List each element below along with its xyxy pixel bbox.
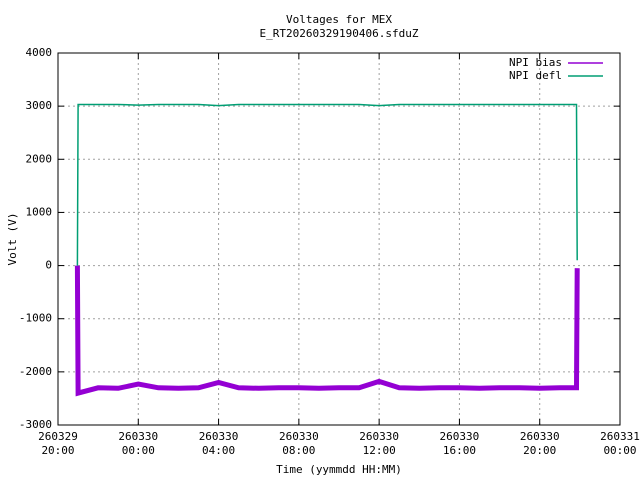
x-tick-label: 260330 16:00 <box>439 430 480 457</box>
series-line <box>74 265 580 397</box>
x-tick-label: 260331 00:00 <box>600 430 640 457</box>
y-tick-label: -2000 <box>19 365 52 378</box>
y-tick-label: 2000 <box>26 152 53 165</box>
y-axis-label: Volt (V) <box>6 213 19 266</box>
x-tick-label: 260330 20:00 <box>519 430 560 457</box>
y-tick-label: 4000 <box>26 46 53 59</box>
plot-frame <box>57 52 621 426</box>
chart-title: Voltages for MEX <box>286 13 392 26</box>
y-tick-label: 1000 <box>26 205 53 218</box>
y-tick-label: 0 <box>45 259 52 272</box>
legend-label: NPI defl <box>509 69 562 82</box>
chart-subtitle: E_RT20260329190406.sfduZ <box>260 27 419 40</box>
legend-label: NPI bias <box>509 56 562 69</box>
x-axis-label: Time (yymmdd HH:MM) <box>276 463 402 476</box>
x-tick-label: 260330 00:00 <box>118 430 159 457</box>
y-tick-label: -1000 <box>19 312 52 325</box>
y-tick-label: -3000 <box>19 418 52 431</box>
x-tick-label: 260330 08:00 <box>278 430 319 457</box>
y-tick-label: 3000 <box>26 99 53 112</box>
x-tick-label: 260330 04:00 <box>198 430 239 457</box>
series-line <box>76 103 578 266</box>
x-tick-label: 260329 20:00 <box>38 430 78 457</box>
x-tick-label: 260330 12:00 <box>359 430 400 457</box>
